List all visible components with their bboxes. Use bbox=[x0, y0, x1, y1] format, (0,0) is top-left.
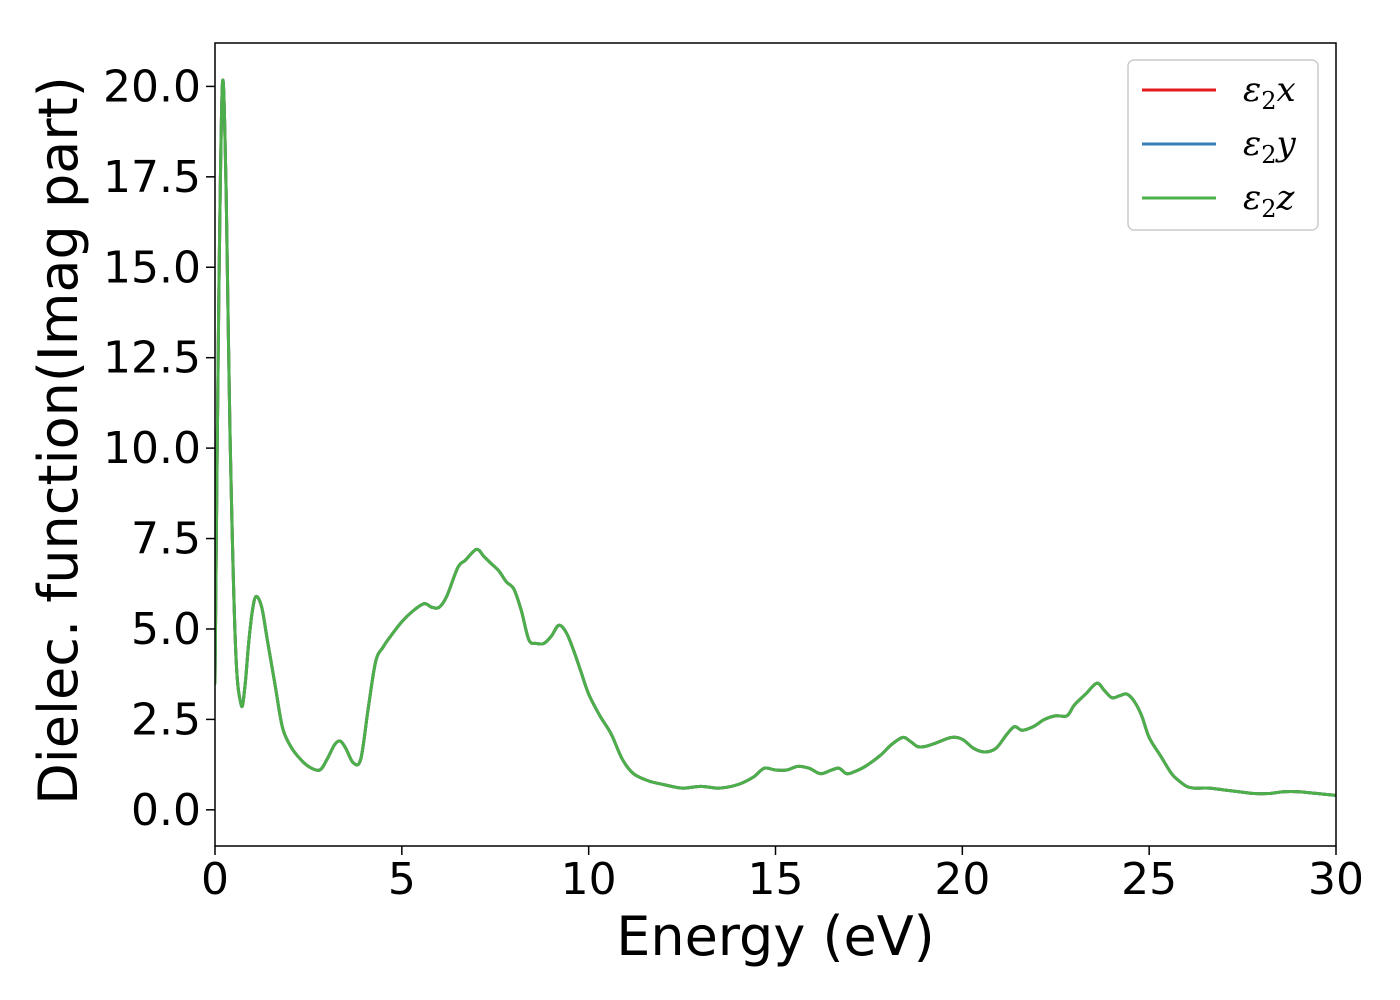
x-tick-label: 5 bbox=[388, 854, 416, 905]
y-tick-label: 10.0 bbox=[103, 423, 201, 474]
x-tick-label: 25 bbox=[1121, 854, 1177, 905]
legend-box bbox=[1127, 59, 1319, 231]
ticks-layer: 0 5 10 15 20 25 30 0.0 2.5 5.0 7.5 10.0 12.5 15.0 17.5… bbox=[103, 61, 1364, 905]
y-tick-label: 15.0 bbox=[103, 242, 201, 293]
x-axis-label: Energy (eV) bbox=[616, 905, 935, 968]
y-tick-label: 12.5 bbox=[103, 333, 201, 384]
x-tick-label: 10 bbox=[561, 854, 617, 905]
legend-label-y: ε2y bbox=[1243, 124, 1297, 169]
legend-label-x: ε2x bbox=[1243, 70, 1296, 115]
y-tick-label: 0.0 bbox=[131, 785, 201, 836]
y-tick-label: 2.5 bbox=[131, 694, 201, 745]
series-layer bbox=[215, 78, 1336, 797]
y-tick-label: 7.5 bbox=[131, 514, 201, 565]
x-tick-label: 30 bbox=[1308, 854, 1364, 905]
x-tick-label: 0 bbox=[201, 854, 229, 905]
y-axis-label: Dielec. function(Imag part) bbox=[27, 76, 90, 805]
y-tick-label: 20.0 bbox=[103, 61, 201, 112]
series-line-z bbox=[215, 78, 1336, 797]
x-tick-label: 20 bbox=[934, 854, 990, 905]
x-tick-label: 15 bbox=[748, 854, 804, 905]
y-tick-label: 5.0 bbox=[131, 604, 201, 655]
legend: ε2x ε2y ε2z bbox=[1127, 59, 1319, 231]
y-tick-label: 17.5 bbox=[103, 152, 201, 203]
legend-label-z: ε2z bbox=[1243, 178, 1296, 223]
